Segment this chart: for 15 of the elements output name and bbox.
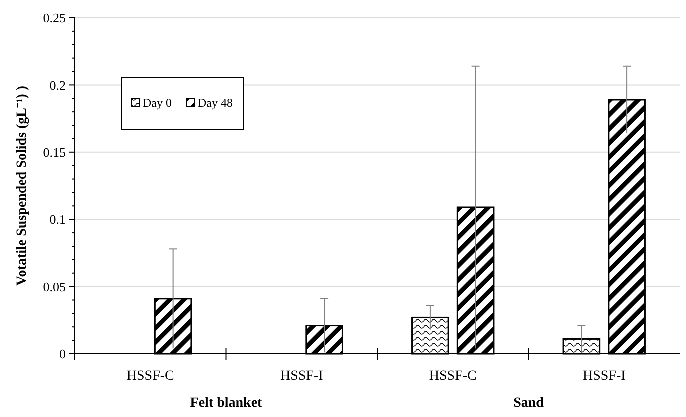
x-tick-label: HSSF-C [126,369,174,384]
x-tick-label: HSSF-C [429,369,477,384]
x-tick-label: HSSF-I [280,369,324,384]
y-tick-label: 0.2 [50,78,66,93]
y-tick-label: 0.1 [50,212,66,228]
x-tick-label: HSSF-I [582,369,626,384]
text: Sand [514,396,544,411]
y-axis-title: Votatile Suspended Solids (gL⁻¹) ) [15,86,30,286]
text: Felt blanket [190,396,263,411]
legend-label: Day 48 [198,96,233,110]
y-tick-label: 0.15 [43,144,66,160]
y-tick-label: 0 [60,346,66,362]
y-tick-label: 0.25 [43,10,66,26]
y-tick-label: 0.05 [43,279,66,294]
legend-label: Day 0 [143,96,172,110]
